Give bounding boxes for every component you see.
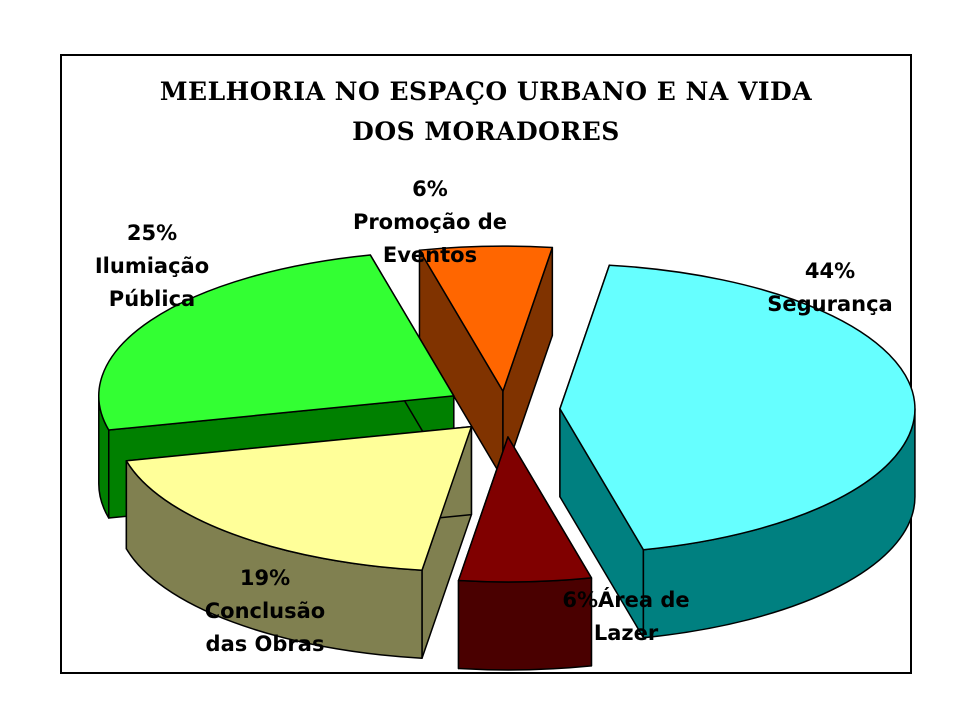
pie-slices bbox=[98, 245, 916, 671]
slice-label-1: 6%Área de Lazer bbox=[562, 587, 689, 645]
slice-label-0-line-0: 44% bbox=[805, 259, 855, 283]
slice-label-2-line-1: Conclusão bbox=[205, 599, 325, 623]
slice-label-3-line-2: Pública bbox=[109, 287, 195, 311]
slice-label-3: 25% Ilumiação Pública bbox=[95, 221, 209, 311]
pie-labels: 44% Segurança 6%Área de Lazer 19% Conclusão da… bbox=[95, 177, 893, 656]
slice-label-2-line-2: das Obras bbox=[206, 632, 325, 656]
slice-label-1-line-0: 6%Área de bbox=[562, 587, 689, 612]
chart-title-line-2: DOS MORADORES bbox=[352, 117, 620, 146]
pie-slice-1 bbox=[457, 436, 593, 671]
slice-label-4: 6% Promoção de Eventos bbox=[353, 177, 507, 267]
slice-label-3-line-1: Ilumiação bbox=[95, 254, 209, 278]
slice-label-4-line-2: Eventos bbox=[383, 243, 477, 267]
slice-label-2: 19% Conclusão das Obras bbox=[205, 566, 325, 656]
pie-slice-3-top bbox=[98, 254, 455, 431]
slice-label-1-line-1: Lazer bbox=[594, 621, 659, 645]
pie-slice-0 bbox=[559, 264, 916, 639]
pie-slice-0-top bbox=[559, 264, 916, 551]
slice-label-0-line-1: Segurança bbox=[767, 292, 892, 316]
pie-slice-1-top bbox=[457, 436, 593, 583]
pie-slice-2-top bbox=[125, 425, 473, 572]
chart-title-line-1: MELHORIA NO ESPAÇO URBANO E NA VIDA bbox=[159, 77, 813, 106]
slice-label-2-line-0: 19% bbox=[240, 566, 290, 590]
chart-title: MELHORIA NO ESPAÇO URBANO E NA VIDA DOS … bbox=[60, 72, 912, 152]
slice-label-4-line-0: 6% bbox=[412, 177, 448, 201]
pie-slice-4 bbox=[418, 245, 554, 480]
slice-label-0: 44% Segurança bbox=[767, 259, 892, 316]
slice-label-4-line-1: Promoção de bbox=[353, 210, 507, 234]
slice-label-3-line-0: 25% bbox=[127, 221, 177, 245]
pie-slice-4-top bbox=[418, 245, 554, 392]
pie-slice-2 bbox=[125, 425, 473, 660]
